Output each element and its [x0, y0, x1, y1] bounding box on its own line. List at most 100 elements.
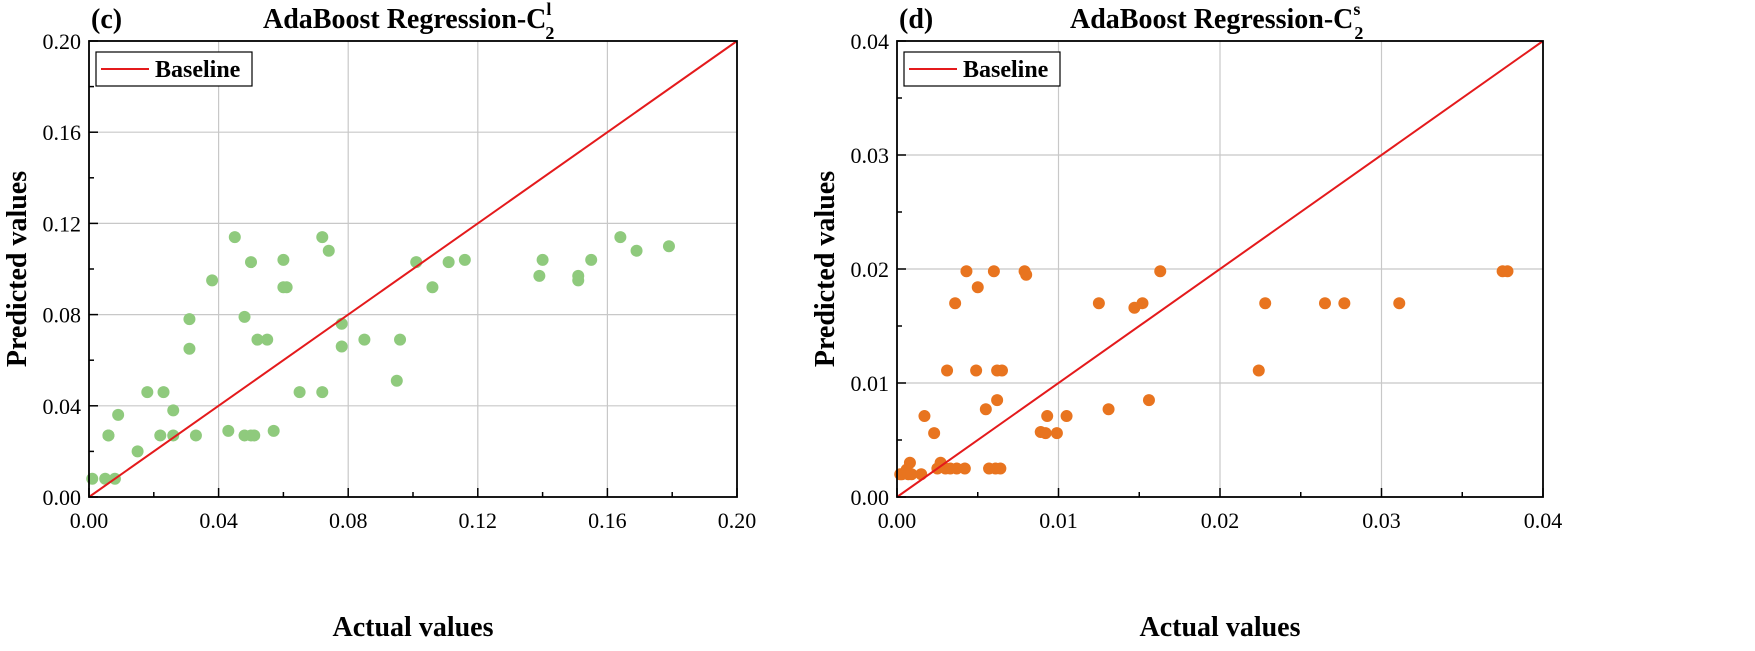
data-point-c: [662, 240, 675, 253]
data-point-c: [442, 256, 455, 269]
gridlines-c: [89, 41, 737, 497]
data-point-d: [903, 456, 916, 469]
data-point-d: [1136, 297, 1149, 310]
y-tick-label-c: 0.12: [43, 211, 82, 236]
data-point-d: [1142, 394, 1155, 407]
data-point-d: [1252, 364, 1265, 377]
data-point-d: [1060, 410, 1073, 423]
data-point-c: [316, 231, 329, 244]
data-point-d: [1041, 410, 1054, 423]
legend-label-d: Baseline: [963, 57, 1049, 83]
data-point-c: [322, 244, 335, 257]
legend-c: Baseline: [95, 51, 253, 87]
chart-title-d-sub: 2: [1354, 23, 1363, 43]
data-point-c: [206, 274, 219, 287]
x-tick-label-d: 0.00: [878, 508, 917, 533]
data-point-d: [1393, 297, 1406, 310]
data-point-d: [1102, 403, 1115, 416]
data-point-d: [987, 265, 1000, 278]
data-point-d: [979, 403, 992, 416]
y-axis-title-d: Predicted values: [810, 171, 841, 367]
y-tick-label-c: 0.00: [43, 485, 82, 510]
x-tick-label-c: 0.20: [718, 508, 757, 533]
legend-label-c: Baseline: [155, 57, 241, 83]
y-tick-label-c: 0.16: [43, 120, 82, 145]
chart-title-d-main: AdaBoost Regression-C: [1070, 4, 1353, 35]
data-point-d: [949, 297, 962, 310]
y-tick-label-c: 0.20: [43, 29, 82, 54]
data-point-c: [183, 313, 196, 326]
panel-label-d: (d): [899, 4, 933, 35]
data-point-c: [261, 333, 274, 346]
data-point-d: [941, 364, 954, 377]
data-point-c: [154, 429, 167, 442]
plot-frame-d: [896, 40, 1544, 498]
data-point-c: [630, 244, 643, 257]
data-point-c: [572, 274, 585, 287]
data-point-d: [918, 410, 931, 423]
data-point-d: [1501, 265, 1514, 278]
data-point-c: [167, 429, 180, 442]
data-point-c: [293, 386, 306, 399]
data-point-c: [157, 386, 170, 399]
data-point-c: [183, 342, 196, 355]
data-point-d: [1338, 297, 1351, 310]
data-point-d: [971, 281, 984, 294]
ticks-c: 0.00 0.04 0.08 0.12 0.16 0.20 0.00 0.04 0.08 0.12…: [43, 29, 757, 533]
data-point-c: [131, 445, 144, 458]
data-point-c: [277, 253, 290, 266]
data-point-c: [86, 472, 99, 485]
plot-frame-c: [88, 40, 738, 498]
data-point-d: [1154, 265, 1167, 278]
x-tick-label-c: 0.16: [588, 508, 627, 533]
baseline-line-c: [88, 40, 738, 498]
data-point-d: [960, 265, 973, 278]
data-point-c: [267, 424, 280, 437]
y-tick-label-d: 0.00: [851, 485, 890, 510]
y-tick-label-d: 0.03: [851, 143, 890, 168]
data-point-d: [1318, 297, 1331, 310]
chart-title-d: AdaBoost Regression-Cs 2: [1070, 0, 1363, 43]
data-point-d: [995, 364, 1008, 377]
legend-d: Baseline: [903, 51, 1061, 87]
data-point-d: [1020, 268, 1033, 281]
data-point-c: [251, 333, 264, 346]
data-point-d: [994, 462, 1007, 475]
y-axis-title-c: Predicted values: [2, 171, 33, 367]
x-tick-label-d: 0.03: [1362, 508, 1401, 533]
panel-label-c: (c): [91, 4, 122, 35]
data-point-c: [167, 404, 180, 417]
data-point-c: [316, 386, 329, 399]
scatter-points-d: [894, 265, 1514, 481]
x-tick-label-c: 0.08: [329, 508, 368, 533]
data-point-c: [533, 269, 546, 282]
data-point-c: [248, 429, 261, 442]
x-tick-label-d: 0.02: [1201, 508, 1240, 533]
data-point-c: [228, 231, 241, 244]
chart-title-c: AdaBoost Regression-Cl 2: [263, 0, 554, 43]
x-tick-label-c: 0.12: [459, 508, 498, 533]
scatter-points-c: [86, 231, 675, 485]
data-point-c: [238, 310, 251, 323]
data-point-c: [614, 231, 627, 244]
data-point-d: [1039, 427, 1052, 440]
y-tick-label-d: 0.04: [851, 29, 890, 54]
y-tick-label-d: 0.01: [851, 371, 890, 396]
data-point-c: [394, 333, 407, 346]
data-point-d: [915, 468, 928, 481]
data-point-c: [222, 424, 235, 437]
x-axis-title-c: Actual values: [333, 612, 494, 643]
data-point-d: [991, 394, 1004, 407]
data-point-c: [102, 429, 115, 442]
x-tick-label-c: 0.04: [199, 508, 238, 533]
data-point-d: [958, 462, 971, 475]
data-point-c: [358, 333, 371, 346]
data-point-d: [1259, 297, 1272, 310]
x-tick-label-c: 0.00: [70, 508, 109, 533]
y-tick-label-c: 0.08: [43, 303, 82, 328]
chart-title-d-sup: s: [1353, 0, 1360, 19]
data-point-d: [928, 427, 941, 440]
data-point-c: [99, 472, 112, 485]
data-point-c: [458, 253, 471, 266]
chart-title-c-main: AdaBoost Regression-C: [263, 4, 546, 35]
